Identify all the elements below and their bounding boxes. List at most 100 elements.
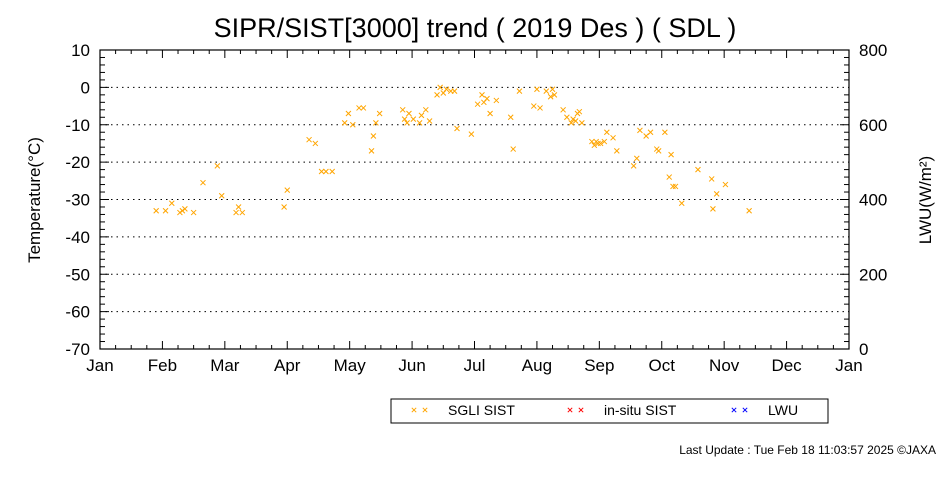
data-point — [516, 88, 523, 94]
data-point — [360, 105, 367, 111]
data-point — [551, 91, 558, 98]
x-tick-label: Feb — [148, 356, 177, 375]
data-point — [376, 110, 383, 117]
data-point — [633, 155, 640, 162]
y-tick-label: -10 — [65, 116, 90, 135]
data-point — [329, 168, 336, 175]
chart-title: SIPR/SIST[3000] trend ( 2019 Des ) ( SDL… — [214, 13, 737, 43]
data-point — [530, 103, 537, 109]
data-point — [454, 125, 460, 132]
data-point — [418, 112, 425, 119]
data-point — [345, 110, 352, 117]
data-point — [410, 116, 417, 122]
data-point — [591, 142, 598, 149]
data-point — [190, 209, 197, 216]
axis-ticks — [99, 49, 850, 350]
x-tick-label: Jun — [398, 356, 425, 375]
data-point — [318, 168, 325, 175]
data-point — [666, 174, 673, 180]
y-axis: 10 0 -10 -20 -30 -40 -50 -60 -70 — [65, 41, 90, 359]
data-point — [306, 136, 312, 143]
data-point — [647, 129, 654, 136]
legend: SGLI SIST in-situ SIST LWU — [390, 398, 829, 424]
data-point — [672, 183, 679, 190]
x-tick-label: Jan — [86, 356, 113, 375]
data-point — [214, 163, 221, 169]
x-tick-label: Dec — [771, 356, 802, 375]
data-point — [281, 204, 287, 210]
data-point — [564, 114, 570, 121]
data-point — [153, 207, 160, 214]
y2-tick-label: 200 — [859, 265, 887, 284]
legend-marker — [422, 407, 428, 413]
x-tick-label: Jul — [464, 356, 486, 375]
x-tick-label: Sep — [584, 356, 614, 375]
y-tick-label: -50 — [65, 265, 90, 284]
data-points — [153, 84, 752, 216]
y-tick-label: -70 — [65, 340, 90, 359]
data-point — [399, 106, 406, 113]
data-point — [668, 151, 674, 158]
y2-tick-label: 0 — [859, 340, 868, 359]
data-point — [401, 116, 408, 122]
data-point — [218, 192, 225, 199]
data-point — [233, 209, 239, 216]
legend-marker — [567, 407, 573, 413]
data-point — [560, 106, 566, 113]
data-point — [406, 110, 412, 117]
grid-lines — [100, 86, 849, 313]
data-point — [695, 166, 701, 173]
data-point — [543, 88, 550, 94]
data-point — [710, 205, 716, 212]
data-point — [479, 91, 485, 98]
data-point — [534, 86, 540, 93]
data-point — [595, 140, 601, 147]
data-point — [162, 207, 169, 214]
data-point — [601, 138, 608, 145]
data-point — [507, 114, 514, 121]
data-point — [341, 120, 348, 126]
data-point — [468, 131, 475, 137]
data-point — [182, 205, 188, 212]
data-point — [713, 191, 720, 197]
y-tick-label: 10 — [71, 41, 90, 60]
data-point — [537, 105, 543, 111]
data-point — [443, 86, 450, 93]
plot-frame — [99, 49, 850, 350]
data-point — [722, 181, 729, 188]
data-point — [426, 118, 433, 124]
data-point — [370, 133, 377, 139]
data-point — [474, 101, 481, 108]
data-point — [637, 127, 643, 134]
y2-tick-label: 400 — [859, 191, 887, 210]
data-point — [356, 105, 362, 111]
y-tick-label: 0 — [81, 78, 90, 97]
x-tick-label: Oct — [649, 356, 676, 375]
data-point — [597, 140, 604, 147]
data-point — [588, 138, 595, 145]
legend-label: SGLI SIST — [448, 402, 515, 418]
data-point — [613, 148, 620, 154]
data-point — [451, 88, 458, 94]
x-tick-label: Nov — [709, 356, 740, 375]
legend-label: in-situ SIST — [604, 402, 677, 418]
y2-tick-label: 800 — [859, 41, 887, 60]
data-point — [168, 200, 175, 207]
data-point — [603, 129, 610, 136]
data-point — [493, 97, 500, 104]
x-tick-label: Aug — [522, 356, 552, 375]
data-point — [568, 120, 575, 126]
data-point — [422, 106, 429, 113]
data-point — [434, 91, 440, 98]
data-point — [579, 120, 585, 126]
x-tick-label: Mar — [210, 356, 240, 375]
data-point — [349, 121, 356, 128]
legend-label: LWU — [768, 402, 798, 418]
data-point — [484, 95, 490, 102]
x-tick-label: Jan — [835, 356, 862, 375]
data-point — [746, 207, 752, 214]
legend-marker — [731, 407, 737, 413]
x-tick-label: Apr — [274, 356, 301, 375]
data-point — [373, 120, 379, 126]
